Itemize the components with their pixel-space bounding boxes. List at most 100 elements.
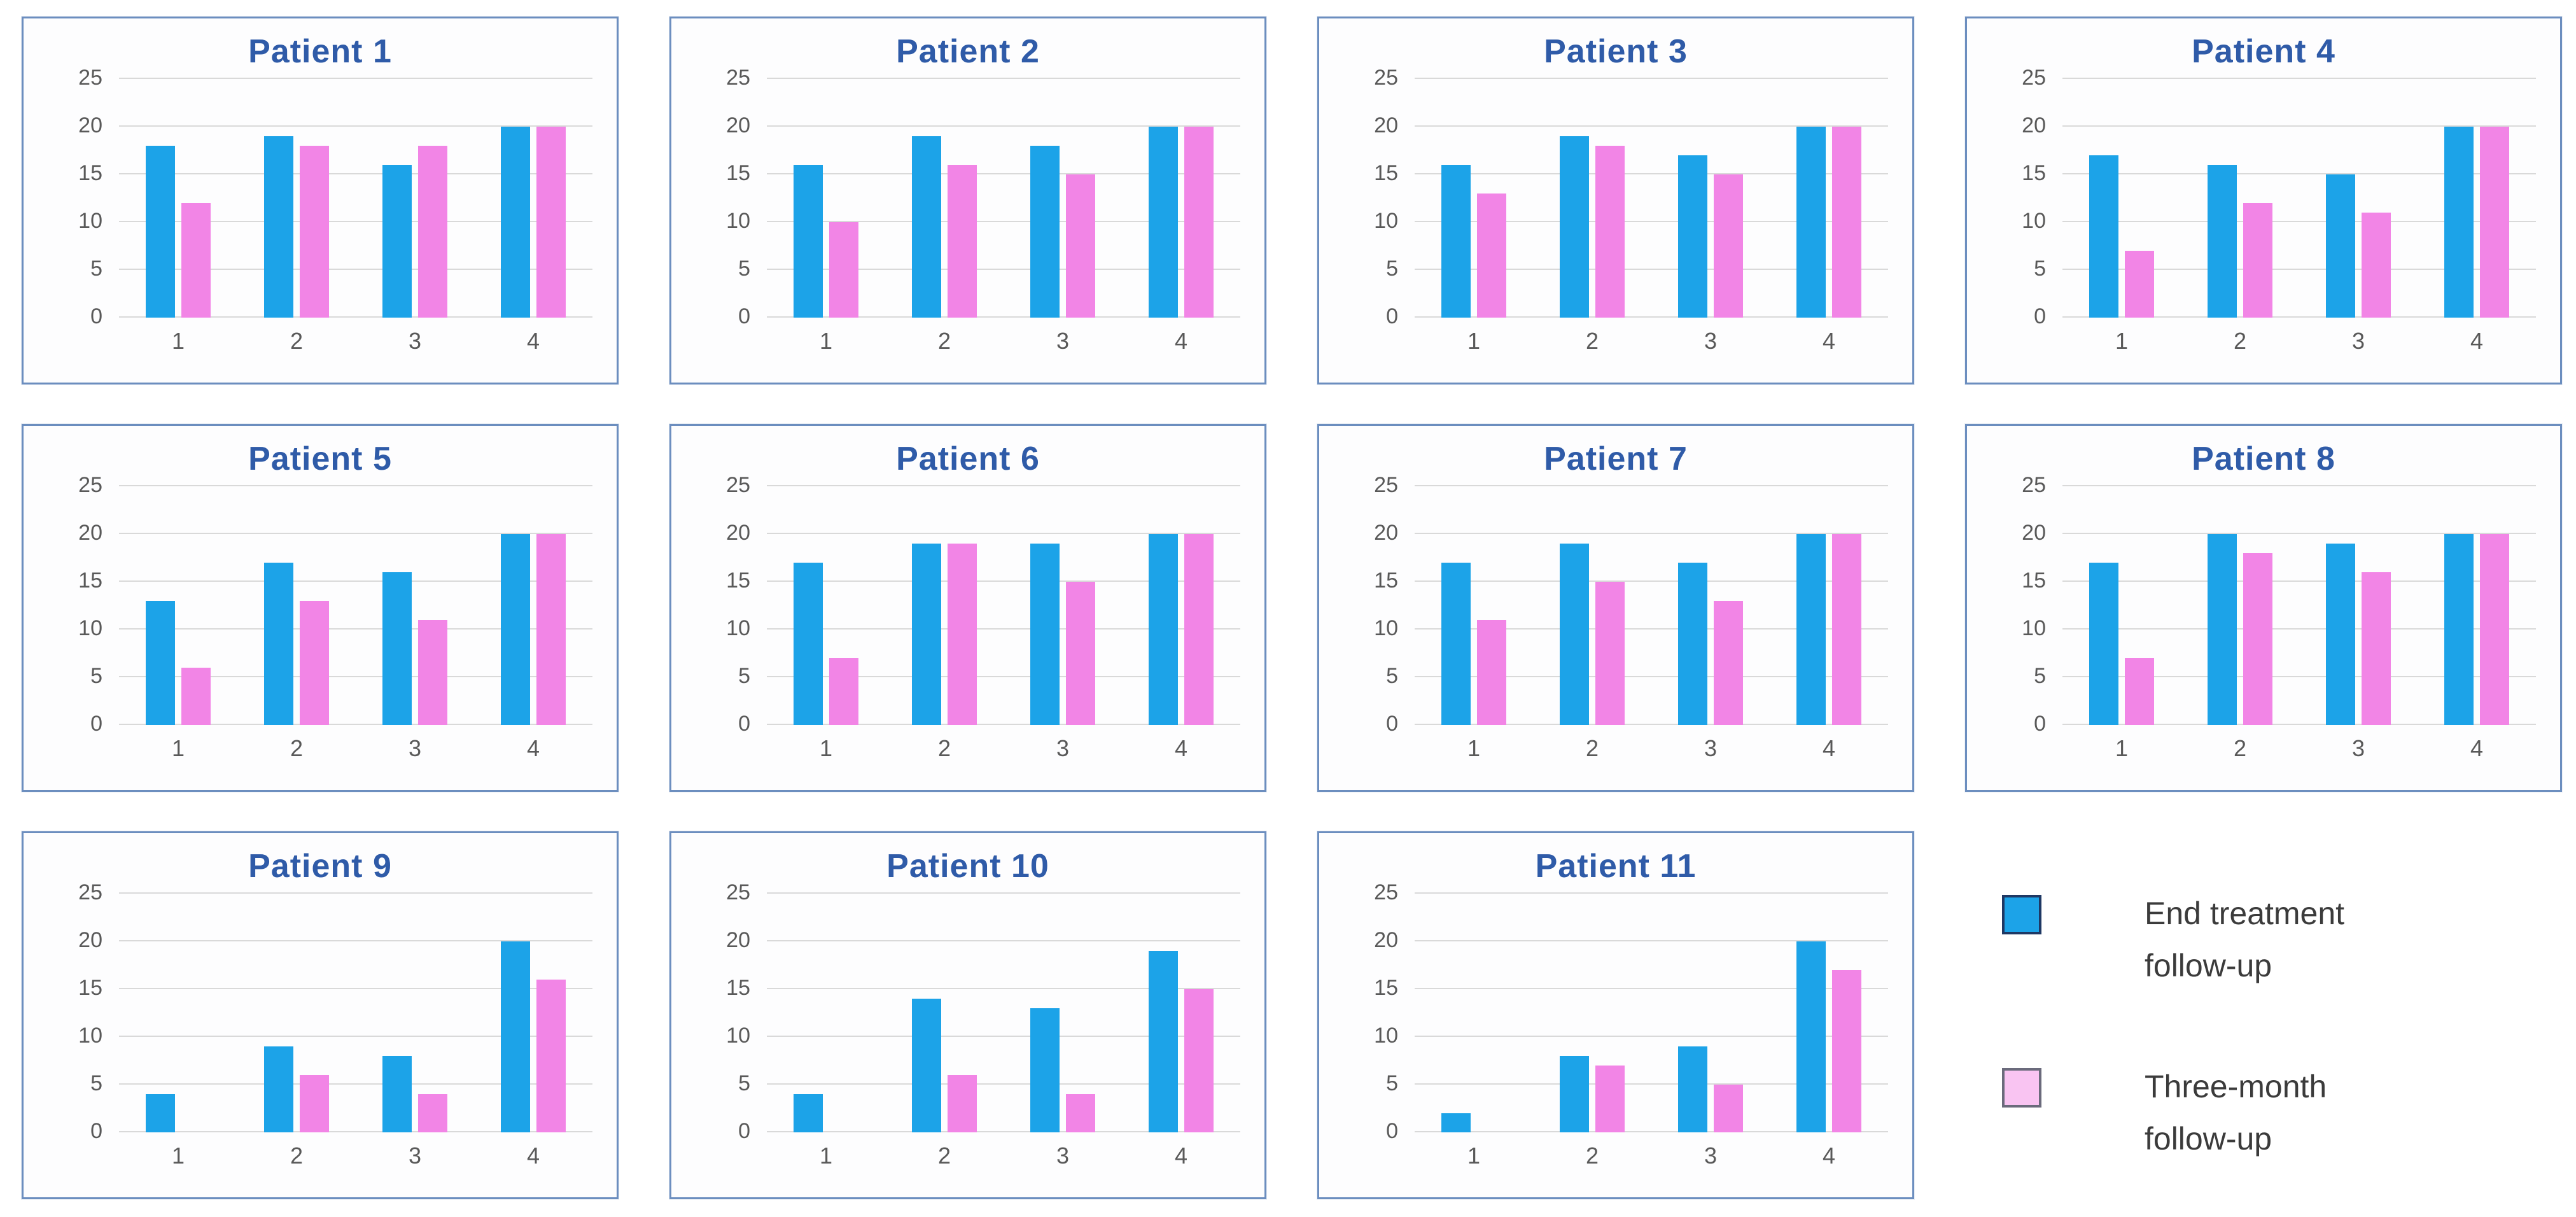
gridline-y15 xyxy=(2062,580,2536,582)
bar-three-month xyxy=(1595,582,1625,725)
plot-area: 0 5 10 15 20 25 1 2 3 4 xyxy=(2022,50,2536,354)
chart-title: Patient 7 xyxy=(1544,440,1688,477)
bar-end-treatment xyxy=(1796,534,1826,725)
gridline-y0 xyxy=(1415,316,1888,318)
bar-end-treatment xyxy=(2326,544,2355,725)
x-axis-category-label: 1 xyxy=(819,1143,833,1169)
bar-end-treatment xyxy=(1441,1113,1471,1132)
y-axis-tick-label: 5 xyxy=(90,1071,102,1095)
y-axis-tick-label: 5 xyxy=(90,257,102,281)
chart-title: Patient 4 xyxy=(2192,33,2335,70)
x-axis-category-label: 2 xyxy=(2233,735,2247,761)
bar-end-treatment xyxy=(2444,534,2474,725)
x-axis-category-label: 1 xyxy=(171,735,185,761)
y-axis-tick-label: 0 xyxy=(90,1119,102,1143)
bar-three-month xyxy=(2362,572,2391,725)
gridline-y5 xyxy=(119,269,592,270)
bar-end-treatment xyxy=(794,1094,823,1132)
gridline-y10 xyxy=(119,1036,592,1037)
x-axis-category-label: 2 xyxy=(290,1143,304,1169)
y-axis-tick-label: 25 xyxy=(1374,473,1398,497)
gridline-y15 xyxy=(119,580,592,582)
y-axis-tick-label: 20 xyxy=(78,928,102,952)
x-axis-category-label: 3 xyxy=(1704,1143,1718,1169)
gridline-y20 xyxy=(1415,125,1888,127)
bar-three-month xyxy=(2125,658,2154,725)
y-axis-tick-label: 10 xyxy=(1374,1024,1398,1048)
gridline-y0 xyxy=(1415,1131,1888,1132)
gridline-y20 xyxy=(119,940,592,941)
bar-end-treatment xyxy=(501,941,530,1132)
gridline-y0 xyxy=(119,724,592,725)
legend-swatch-blue xyxy=(2002,895,2041,934)
gridline-y25 xyxy=(1415,78,1888,79)
plot-area: 0 5 10 15 20 25 1 2 3 4 xyxy=(1374,458,1888,761)
y-axis-tick-label: 20 xyxy=(1374,113,1398,137)
legend-label-line2: follow-up xyxy=(2145,948,2272,983)
gridline-y0 xyxy=(2062,316,2536,318)
bar-end-treatment xyxy=(146,1094,175,1132)
bar-end-treatment xyxy=(1796,941,1826,1132)
gridline-y15 xyxy=(1415,173,1888,174)
bar-three-month xyxy=(1184,989,1214,1132)
gridline-y20 xyxy=(119,125,592,127)
bar-three-month xyxy=(300,1075,329,1132)
y-axis-tick-label: 5 xyxy=(738,257,750,281)
x-axis-category-label: 4 xyxy=(2470,735,2484,761)
y-axis-tick-label: 5 xyxy=(2034,257,2046,281)
x-axis-category-label: 4 xyxy=(1174,328,1188,354)
bar-three-month xyxy=(418,1094,447,1132)
legend: End treatment follow-up Three-month follow-… xyxy=(1965,831,2562,1199)
gridline-y20 xyxy=(767,940,1240,941)
bar-end-treatment xyxy=(1560,544,1589,725)
y-axis-tick-label: 25 xyxy=(78,66,102,90)
patient-chart-6: Patient 6 0 5 10 15 20 25 1 2 3 4 xyxy=(669,424,1266,792)
patient-chart-1: Patient 1 0 5 10 15 20 25 1 2 3 4 xyxy=(22,17,619,384)
bar-end-treatment xyxy=(1441,563,1471,725)
x-axis-category-label: 2 xyxy=(1585,735,1599,761)
gridline-y15 xyxy=(767,988,1240,989)
bar-three-month xyxy=(536,534,566,725)
y-axis-tick-label: 0 xyxy=(2034,712,2046,736)
gridline-y0 xyxy=(767,1131,1240,1132)
bar-end-treatment xyxy=(794,165,823,318)
y-axis-tick-label: 0 xyxy=(738,304,750,328)
bar-three-month xyxy=(2125,251,2154,318)
bar-three-month xyxy=(300,146,329,318)
gridline-y15 xyxy=(1415,988,1888,989)
x-axis-category-label: 2 xyxy=(2233,328,2247,354)
gridline-y25 xyxy=(1415,485,1888,486)
y-axis-tick-label: 20 xyxy=(1374,521,1398,545)
patient-chart-2: Patient 2 0 5 10 15 20 25 1 2 3 4 xyxy=(669,17,1266,384)
plot-area: 0 5 10 15 20 25 1 2 3 4 xyxy=(78,865,592,1169)
bar-three-month xyxy=(948,165,977,318)
x-axis-category-label: 1 xyxy=(1467,735,1481,761)
x-axis-category-label: 4 xyxy=(526,735,540,761)
patient-chart-3: Patient 3 0 5 10 15 20 25 1 2 3 4 xyxy=(1317,17,1914,384)
bar-three-month xyxy=(418,146,447,318)
y-axis-tick-label: 15 xyxy=(726,976,750,1000)
y-axis-tick-label: 10 xyxy=(726,616,750,640)
gridline-y0 xyxy=(119,316,592,318)
y-axis-tick-label: 5 xyxy=(90,664,102,688)
x-axis-category-label: 3 xyxy=(1704,735,1718,761)
legend-label: End treatment follow-up xyxy=(2145,887,2344,992)
bar-end-treatment xyxy=(794,563,823,725)
gridline-y15 xyxy=(1415,580,1888,582)
chart-title: Patient 8 xyxy=(2192,440,2335,477)
legend-item-pink: Three-month follow-up xyxy=(2002,1060,2562,1165)
y-axis-tick-label: 0 xyxy=(738,712,750,736)
bar-three-month xyxy=(1066,174,1095,318)
x-axis-category-label: 4 xyxy=(1174,1143,1188,1169)
bar-end-treatment xyxy=(501,127,530,318)
x-axis-category-label: 2 xyxy=(290,735,304,761)
bar-end-treatment xyxy=(146,601,175,725)
bar-end-treatment xyxy=(382,1056,412,1132)
plot-area: 0 5 10 15 20 25 1 2 3 4 xyxy=(78,458,592,761)
gridline-y25 xyxy=(1415,892,1888,894)
gridline-y25 xyxy=(767,892,1240,894)
bar-end-treatment xyxy=(2089,563,2118,725)
gridline-y10 xyxy=(1415,628,1888,630)
y-axis-tick-label: 0 xyxy=(1386,1119,1398,1143)
x-axis-category-label: 4 xyxy=(1174,735,1188,761)
